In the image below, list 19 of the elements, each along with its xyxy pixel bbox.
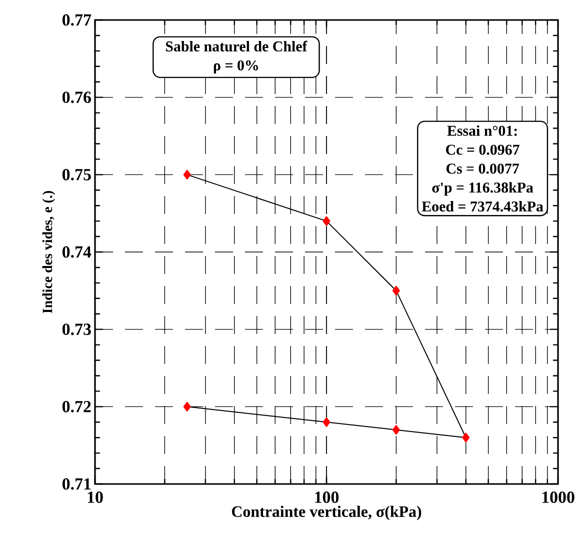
annotation: Cs = 0.0077 [446,164,520,174]
x-axis-title: Contrainte verticale, σ(kPa) [232,506,422,520]
y-tick-label: 0.76 [62,92,91,104]
annotation: Cc = 0.0967 [446,144,520,155]
annotation: ρ = 0% [214,60,258,74]
annotation: Essai n°01: [447,125,517,136]
y-tick-label: 0.71 [62,478,91,490]
y-tick-label: 0.75 [62,168,91,180]
annotation: Eoed = 7374.43kPa [422,201,544,212]
y-tick-label: 0.77 [62,14,92,26]
y-axis-title: Indice des vides, e (.) [42,191,56,314]
y-tick-label: 0.73 [62,324,91,336]
annotation: Sable naturel de Chlef [166,40,308,52]
x-tick-label: 10 [88,492,103,503]
x-tick-label: 100 [315,492,339,503]
y-tick-label: 0.72 [62,400,91,412]
x-tick-label: 1000 [542,492,574,503]
annotation: σ'p = 116.38kPa [432,182,534,196]
y-tick-label: 0.74 [62,246,92,258]
